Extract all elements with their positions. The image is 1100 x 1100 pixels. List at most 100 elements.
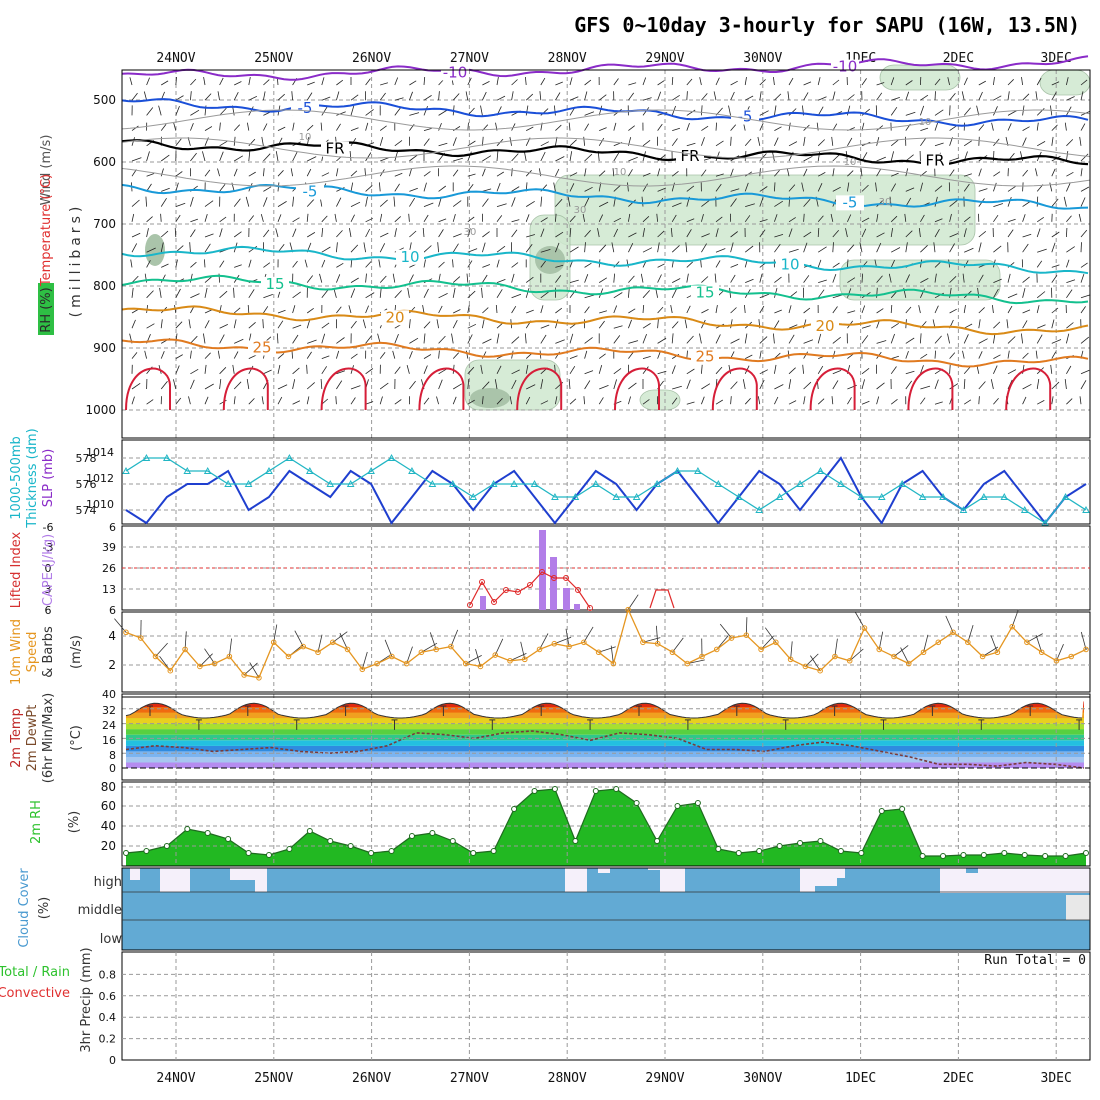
rh-contour [121,165,1091,187]
wind-barb [263,153,271,162]
temp-ylabel-2: 2m DewPt [25,705,40,772]
thickness-point [1082,505,1090,513]
wind-barb [920,288,925,298]
wind-barb [686,335,694,344]
wind-barb [204,364,207,374]
li-point [515,589,521,595]
wind-barb [204,383,214,390]
temp-tick-label: 8 [109,749,116,762]
wind-barb [569,398,577,405]
wind-barb [1080,306,1086,314]
wind10-point [832,653,838,660]
thickness-point [530,479,539,487]
wind-barb [598,182,602,192]
wind-barb [467,228,471,238]
wind-barb [1007,293,1018,299]
wind-barb [671,365,676,374]
date-label-bottom: 27NOV [450,1071,489,1086]
wind-barb [715,151,720,162]
wind-barb [773,333,775,344]
wind-barb [657,370,667,375]
wind-barb [320,122,323,131]
wind-barb [686,368,695,375]
wind-barb [628,156,638,162]
wind-barb [1037,141,1046,147]
wind-barb [920,365,924,374]
wind-barb [628,287,630,298]
li-tick-label: -6 [43,521,54,534]
wind-barb [1022,320,1028,329]
wind-barb [131,232,141,238]
wind-barb [143,91,147,101]
isotherm-label: -5 [843,193,858,211]
thickness-point [428,479,437,487]
wind-barb [701,200,710,207]
wind-barb [949,383,959,390]
wind-barb [525,396,531,405]
wind-barb [963,334,969,344]
rh-point [551,786,558,792]
wind-barb [774,364,777,374]
wind-barb [175,76,177,86]
cloud-ylabel-1: Cloud Cover [17,868,32,948]
thickness-point [408,466,416,474]
wind-barb [598,105,603,116]
isotherm-30-lobe [907,367,954,411]
wind-barb [482,188,492,192]
wind-barb [1051,242,1056,253]
wind-barb [555,168,560,177]
wind10-point [787,656,794,663]
wind-barb [920,105,925,116]
wind-barb [701,233,710,238]
wind-barb [684,319,688,329]
wind-barb [905,154,914,162]
wind10-point [1083,646,1089,653]
wind-barb [203,333,206,344]
wind-barb [336,111,346,116]
wind10-point [403,660,410,667]
wind-barb [482,81,490,86]
wind-barb [1007,305,1013,314]
li-line [469,571,591,609]
wind-barb [511,197,516,207]
wind-barb [248,95,258,101]
wind-barb [628,125,635,131]
wind-barb [920,94,929,101]
wind-barb [949,276,957,283]
wind-barb [496,95,506,101]
thickness-point [653,479,661,487]
wind-barb [263,229,270,238]
isotherm-label-bg [811,318,839,334]
wind-barb [394,151,398,162]
wind-barb [628,82,637,86]
wind-barb [1063,196,1067,207]
wind-barb [715,216,723,223]
temp-tick-label: 0 [109,762,116,775]
wind-barb [1080,229,1088,238]
rh-point [368,850,375,856]
rh-point [470,850,477,856]
wind-barb [1021,333,1023,344]
wind-barb [160,154,170,162]
wind-barb [611,242,615,253]
wind-barb [233,155,244,162]
wind-barb [496,203,507,207]
wind-barb [832,380,839,390]
isotherm-label-bg [836,195,864,211]
wind-barb [759,219,768,223]
wind-barb [978,230,987,238]
wind-barb [263,91,266,101]
wind-barb [686,109,696,116]
wind-barb [233,124,240,131]
precip-frame [121,951,1091,1061]
wind-barb [803,307,811,314]
wind-barb [480,364,483,374]
wind-barb [613,217,622,223]
wind-barb [467,379,470,390]
wind-barb [277,201,287,207]
wind-barb [584,168,587,177]
rh-point [980,852,987,858]
wind-barb [657,319,659,329]
wind-barb [496,289,503,299]
wind-barb [701,169,707,177]
